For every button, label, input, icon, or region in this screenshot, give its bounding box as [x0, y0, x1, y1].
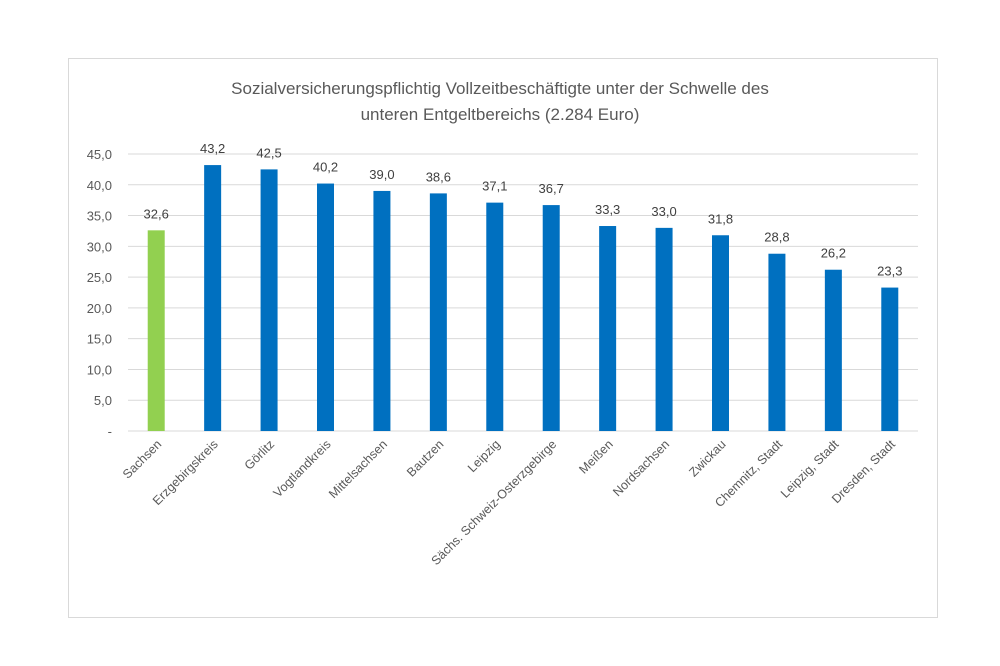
data-label: 26,2 — [821, 246, 846, 261]
x-tick-label: Sächs. Schweiz-Osterzgebirge — [429, 437, 560, 568]
bar-zwickau — [712, 235, 729, 431]
data-label: 31,8 — [708, 211, 733, 226]
x-tick-label: Sachsen — [120, 437, 164, 481]
x-tick-label: Leipzig — [465, 437, 503, 475]
data-label: 23,3 — [877, 264, 902, 279]
y-tick-label: 20,0 — [87, 301, 112, 316]
bar-görlitz — [260, 169, 278, 431]
bars — [147, 165, 899, 431]
bar-bautzen — [429, 193, 447, 431]
x-tick-label: Leipzig, Stadt — [778, 437, 842, 501]
gridlines — [128, 153, 918, 432]
x-tick-label: Mittelsachsen — [326, 437, 390, 501]
y-tick-label: 15,0 — [87, 332, 112, 347]
y-tick-label: 10,0 — [87, 362, 112, 377]
data-label: 37,1 — [482, 179, 507, 194]
data-label: 38,6 — [426, 169, 451, 184]
x-tick-label: Bautzen — [404, 437, 446, 479]
x-tick-label: Vogtlandkreis — [271, 437, 334, 500]
data-label: 39,0 — [369, 167, 394, 182]
y-tick-label: - — [108, 424, 112, 439]
bar-meißen — [599, 226, 617, 431]
data-label: 33,0 — [651, 204, 676, 219]
chart-title: Sozialversicherungspflichtig Vollzeitbes… — [0, 76, 1000, 128]
bar-leipzig-stadt — [824, 269, 842, 431]
bar-mittelsachsen — [373, 190, 391, 431]
bar-sächs-schweiz-osterzgebirge — [542, 205, 560, 431]
y-tick-label: 25,0 — [87, 270, 112, 285]
y-tick-label: 45,0 — [87, 147, 112, 162]
data-label: 32,6 — [144, 206, 169, 221]
data-label: 40,2 — [313, 160, 338, 175]
bar-nordsachsen — [655, 227, 673, 431]
x-tick-label: Nordsachsen — [610, 437, 672, 499]
bar-leipzig — [486, 202, 504, 431]
bar-erzgebirgskreis — [204, 165, 222, 431]
y-tick-label: 35,0 — [87, 209, 112, 224]
bar-chemnitz-stadt — [768, 253, 786, 431]
data-label: 43,2 — [200, 141, 225, 156]
y-tick-label: 40,0 — [87, 178, 112, 193]
data-label: 28,8 — [764, 230, 789, 245]
chart-title-line-1: Sozialversicherungspflichtig Vollzeitbes… — [231, 79, 769, 98]
y-tick-label: 5,0 — [94, 393, 112, 408]
y-tick-label: 30,0 — [87, 239, 112, 254]
bar-dresden-stadt — [881, 287, 899, 431]
x-tick-label: Görlitz — [242, 437, 277, 472]
x-tick-label: Zwickau — [686, 437, 728, 479]
data-label: 36,7 — [539, 181, 564, 196]
data-label: 42,5 — [256, 145, 281, 160]
x-tick-label: Meißen — [576, 437, 615, 476]
chart-title-line-2: unteren Entgeltbereichs (2.284 Euro) — [360, 105, 640, 124]
data-label: 33,3 — [595, 202, 620, 217]
bar-vogtlandkreis — [317, 183, 334, 431]
data-labels: 32,6 43,2 42,5 40,2 39,0 38,6 37,1 36,7 33,3 33,0… — [144, 141, 903, 278]
bar-sachsen — [147, 230, 165, 431]
y-axis: - 5,0 10,0 15,0 20,0 25,0 30,0 35,0 40,0 45,0 — [87, 147, 112, 439]
